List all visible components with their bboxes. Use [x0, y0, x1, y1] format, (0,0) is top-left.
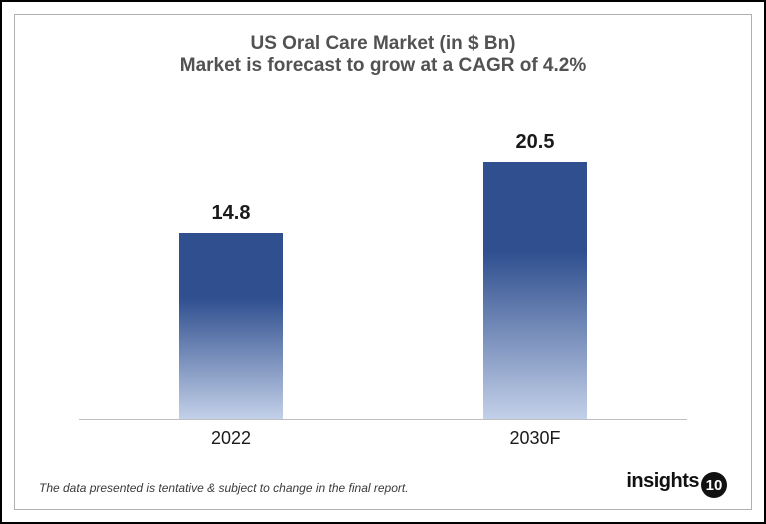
chart-title-line1: US Oral Care Market (in $ Bn) — [39, 33, 727, 55]
brand-logo: insights 10 — [626, 469, 727, 495]
bar-1 — [483, 162, 587, 419]
logo-text: insights — [626, 470, 699, 493]
disclaimer-text: The data presented is tentative & subjec… — [39, 481, 409, 495]
bar-value-0: 14.8 — [212, 202, 251, 225]
outer-frame: US Oral Care Market (in $ Bn) Market is … — [0, 0, 766, 524]
chart-title-line2: Market is forecast to grow at a CAGR of … — [39, 55, 727, 77]
logo-number: 10 — [701, 472, 727, 498]
plot-region: 14.8 20.5 — [79, 93, 687, 420]
x-label-0: 2022 — [131, 428, 331, 449]
bar-0 — [179, 233, 283, 419]
bar-slot-1: 20.5 — [435, 131, 635, 419]
inner-frame: US Oral Care Market (in $ Bn) Market is … — [14, 14, 752, 510]
x-axis-labels: 2022 2030F — [79, 420, 687, 449]
footer: The data presented is tentative & subjec… — [39, 469, 727, 495]
bar-slot-0: 14.8 — [131, 202, 331, 419]
x-label-1: 2030F — [435, 428, 635, 449]
bar-value-1: 20.5 — [516, 131, 555, 154]
chart-area: 14.8 20.5 2022 2030F — [39, 83, 727, 449]
bars-container: 14.8 20.5 — [79, 93, 687, 419]
chart-title-block: US Oral Care Market (in $ Bn) Market is … — [39, 33, 727, 77]
